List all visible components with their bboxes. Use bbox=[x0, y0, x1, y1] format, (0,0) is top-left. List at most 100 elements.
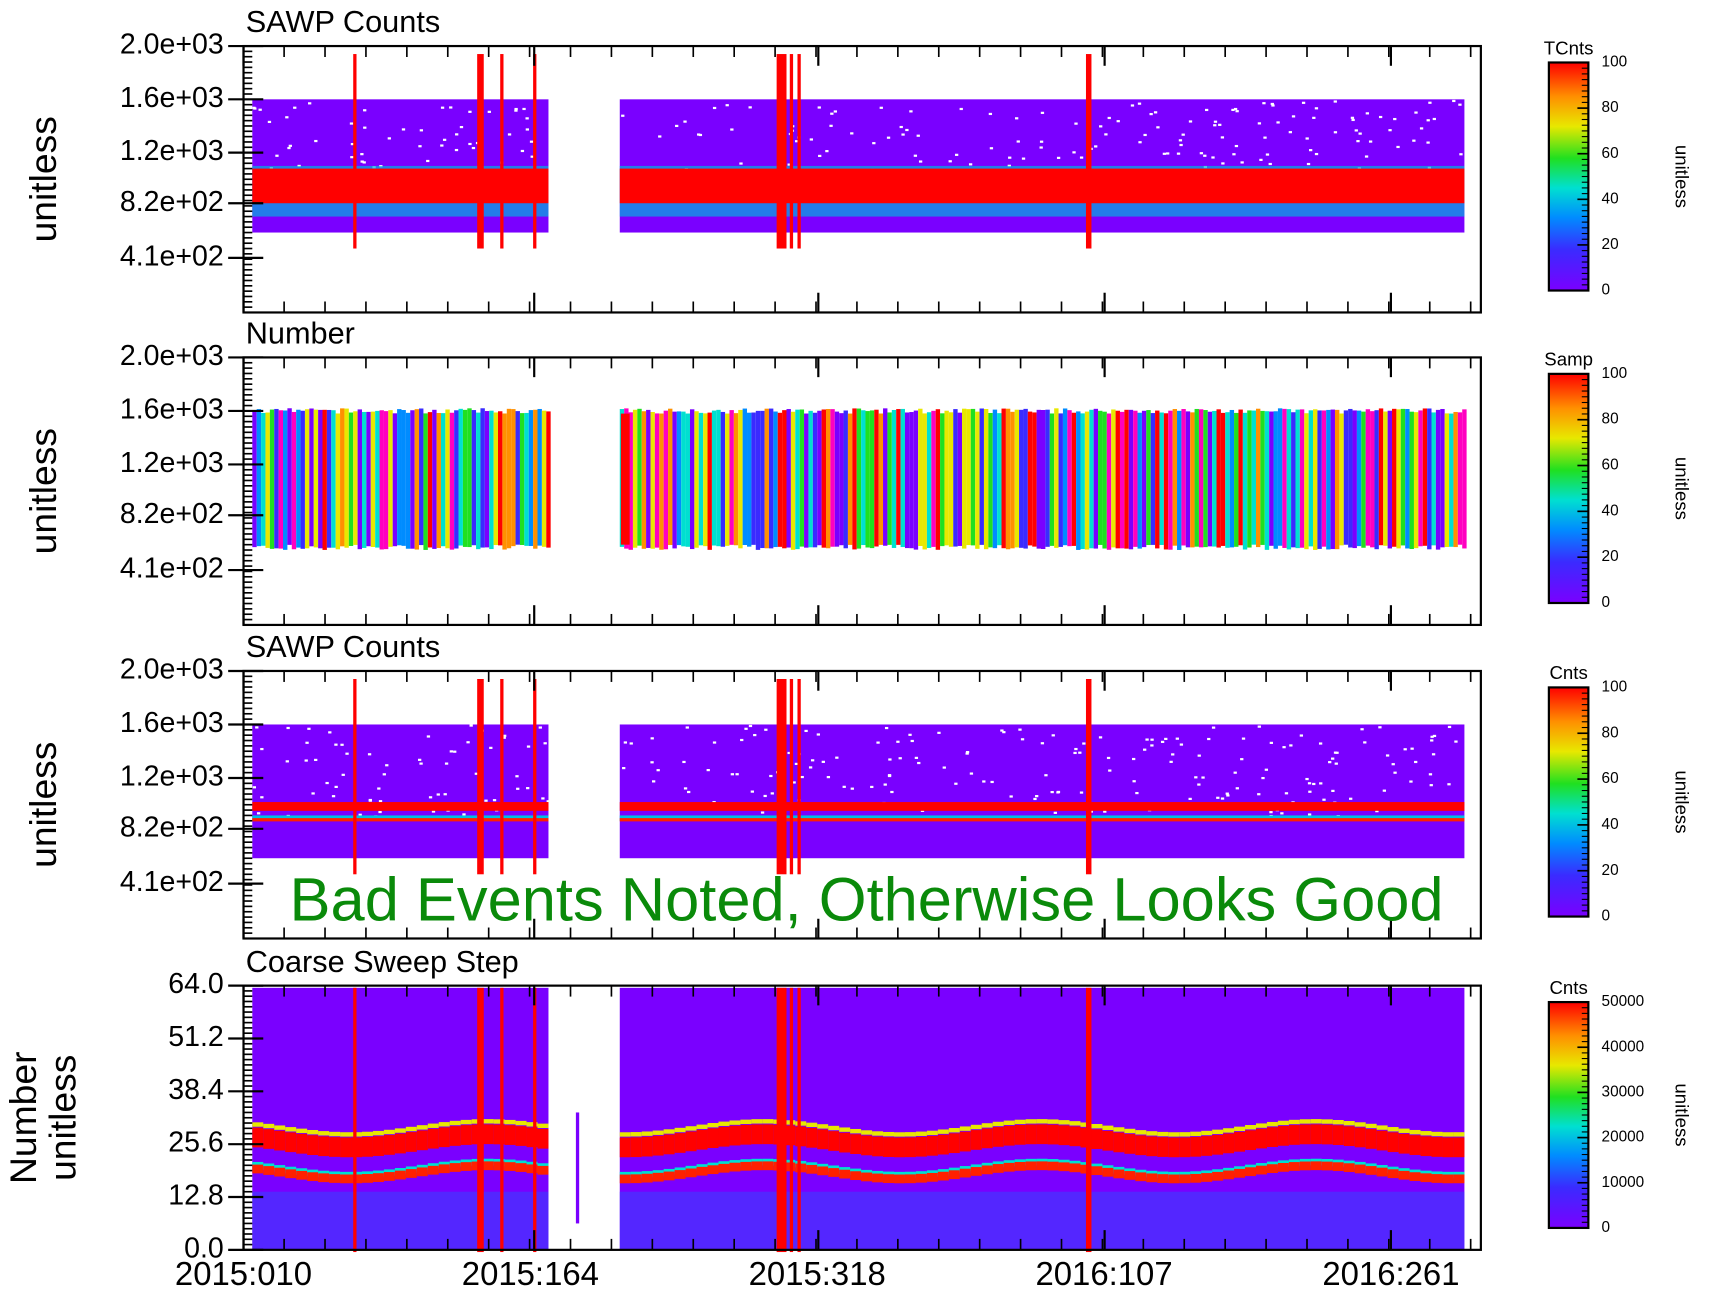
spectrogram-band bbox=[394, 1128, 406, 1133]
spectrogram-stripe bbox=[1308, 410, 1314, 547]
spectrogram-speck bbox=[1331, 757, 1335, 760]
spectrogram-speck bbox=[760, 811, 765, 814]
spectrogram-speck bbox=[449, 106, 453, 109]
spectrogram-block bbox=[619, 724, 1465, 859]
spectrogram-stripe bbox=[654, 413, 660, 548]
spectrogram-stripe bbox=[1076, 411, 1081, 550]
spectrogram-stripe bbox=[366, 411, 371, 547]
spectrogram-band bbox=[663, 1171, 675, 1181]
spectrogram-speck bbox=[1282, 746, 1286, 749]
spectrogram-speck bbox=[1132, 780, 1136, 783]
spectrogram-band bbox=[252, 1164, 264, 1174]
spectrogram-stripe bbox=[1054, 408, 1059, 548]
spectrogram-speck bbox=[1231, 108, 1235, 112]
spectrogram-band bbox=[1245, 1167, 1256, 1177]
colorbar-tick-label: 20 bbox=[1602, 862, 1619, 879]
spectrogram-band bbox=[619, 802, 1465, 811]
y-tick-label: 1.2e+03 bbox=[120, 447, 224, 479]
spectrogram-stripe bbox=[1361, 411, 1366, 548]
spectrogram-speck bbox=[1099, 125, 1103, 128]
spectrogram-band bbox=[861, 1172, 873, 1182]
spectrogram-band bbox=[1223, 1170, 1235, 1180]
spectrogram-band bbox=[1223, 1133, 1235, 1154]
spectrogram-band bbox=[1069, 1121, 1081, 1126]
spectrogram-stripe bbox=[370, 411, 376, 547]
x-tick-label: 2015:164 bbox=[462, 1255, 599, 1292]
spectrogram-speck bbox=[1262, 102, 1266, 105]
spectrogram-stripe bbox=[1220, 412, 1226, 546]
spectrogram-speck bbox=[954, 782, 958, 785]
spectrogram-speck bbox=[468, 142, 472, 146]
spectrogram-band bbox=[619, 1132, 631, 1137]
spectrogram-stripe bbox=[751, 412, 756, 545]
spectrogram-band bbox=[460, 1125, 472, 1145]
spectrogram-speck bbox=[1226, 794, 1230, 797]
spectrogram-speck bbox=[622, 767, 626, 770]
spectrogram-speck bbox=[1403, 748, 1407, 751]
spectrogram-speck bbox=[1333, 131, 1338, 134]
spectrogram-band bbox=[526, 1127, 538, 1148]
spectrogram-speck bbox=[1162, 152, 1167, 155]
colorbar-tick-label: 30000 bbox=[1602, 1083, 1645, 1100]
spectrogram-speck bbox=[1452, 99, 1456, 103]
spectrogram-band bbox=[526, 1122, 538, 1127]
spectrogram-speck bbox=[314, 139, 318, 143]
spectrogram-band bbox=[872, 1131, 884, 1136]
spectrogram bbox=[252, 54, 1465, 249]
spectrogram-band bbox=[1266, 1164, 1278, 1173]
spectrogram-speck bbox=[835, 756, 839, 759]
spectrogram-speck bbox=[1199, 152, 1204, 155]
spectrogram-band bbox=[751, 1161, 763, 1171]
spectrogram-stripe bbox=[318, 409, 323, 549]
spectrogram-stripe bbox=[681, 411, 686, 547]
spectrogram-stripe bbox=[269, 409, 275, 549]
spectrogram-speck bbox=[901, 133, 905, 136]
colorbar-label: unitless bbox=[1672, 770, 1693, 833]
bad-event-line bbox=[1085, 987, 1092, 1253]
spectrogram-stripe bbox=[786, 409, 791, 548]
spectrogram-speck bbox=[1268, 162, 1272, 166]
spectrogram-stripe bbox=[493, 412, 499, 546]
spectrogram-speck bbox=[1150, 738, 1154, 741]
spectrogram-band bbox=[1025, 1161, 1037, 1171]
spectrogram-band bbox=[1102, 1125, 1114, 1131]
spectrogram-band bbox=[762, 1119, 774, 1124]
spectrogram-band bbox=[351, 1132, 362, 1137]
spectrogram-stripe bbox=[1457, 412, 1463, 545]
spectrogram-stripe bbox=[1124, 409, 1129, 549]
spectrogram-speck bbox=[1419, 127, 1424, 130]
spectrogram-stripe bbox=[839, 413, 844, 546]
colorbar-tick-label: 60 bbox=[1602, 770, 1619, 787]
y-tick-label: 1.6e+03 bbox=[120, 393, 224, 425]
spectrogram-stripe bbox=[733, 413, 739, 546]
spectrogram-band bbox=[937, 1171, 949, 1181]
spectrogram-stripe bbox=[909, 412, 914, 549]
spectrogram-speck bbox=[1178, 139, 1183, 142]
spectrogram-stripe bbox=[1260, 410, 1265, 545]
spectrogram-stripe bbox=[1339, 413, 1344, 546]
bad-event-line bbox=[477, 679, 484, 875]
spectrogram-stripe bbox=[1071, 412, 1077, 546]
spectrogram-band bbox=[1223, 1128, 1235, 1133]
colorbar-title: Samp bbox=[1544, 349, 1593, 370]
spectrogram-band bbox=[981, 1128, 993, 1149]
spectrogram-stripe bbox=[1084, 411, 1090, 550]
spectrogram-stripe bbox=[1427, 408, 1432, 550]
spectrogram-speck bbox=[712, 741, 717, 744]
spectrogram-band bbox=[1069, 1163, 1081, 1173]
spectrogram-stripe bbox=[1422, 408, 1428, 546]
spectrogram-speck bbox=[1284, 792, 1289, 795]
spectrogram-stripe bbox=[353, 411, 358, 545]
spectrogram-speck bbox=[1053, 811, 1057, 814]
spectrogram-speck bbox=[1428, 101, 1432, 104]
spectrogram-speck bbox=[821, 760, 825, 763]
colorbar-title: Cnts bbox=[1549, 977, 1587, 998]
spectrogram-stripe bbox=[913, 410, 919, 550]
spectrogram-band bbox=[1453, 1137, 1465, 1158]
spectrogram-stripe bbox=[720, 411, 726, 547]
spectrogram-stripe bbox=[988, 412, 993, 548]
spectrogram-stripe bbox=[1190, 412, 1195, 548]
spectrogram-stripe bbox=[729, 410, 734, 545]
spectrogram-speck bbox=[1307, 813, 1312, 816]
spectrogram-speck bbox=[489, 746, 493, 749]
